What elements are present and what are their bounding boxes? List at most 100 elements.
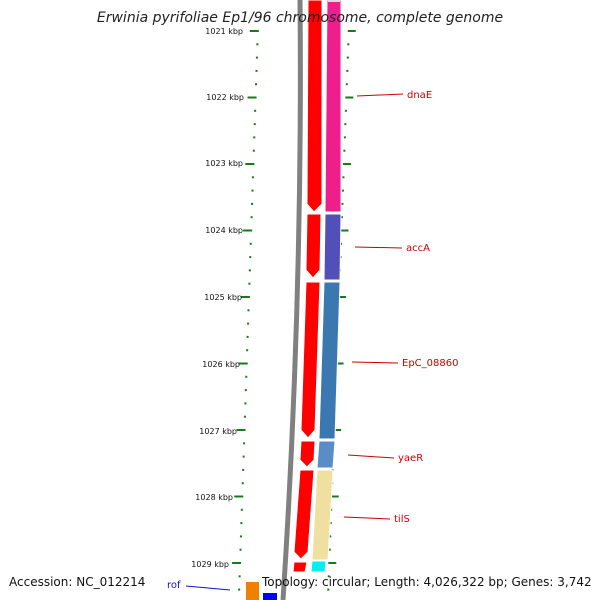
gene-label-yaeR: yaeR bbox=[398, 453, 423, 464]
outer-major-tick bbox=[333, 429, 342, 431]
kbp-label: 1025 kbp bbox=[204, 293, 242, 302]
inner-minor-tick bbox=[238, 575, 241, 578]
inner-major-tick bbox=[232, 562, 242, 564]
leader-line-rof bbox=[185, 585, 231, 591]
inner-major-tick bbox=[236, 429, 246, 431]
cds-arrow-tilS bbox=[293, 469, 315, 560]
inner-minor-tick bbox=[244, 389, 247, 392]
cog-block-purple bbox=[323, 213, 342, 281]
inner-minor-tick bbox=[238, 588, 241, 591]
cog-block-steelblue bbox=[318, 281, 341, 440]
inner-minor-tick bbox=[249, 256, 252, 259]
outer-minor-tick bbox=[328, 548, 331, 551]
inner-major-tick bbox=[245, 163, 255, 165]
cds-arrow-dnaE bbox=[306, 0, 323, 213]
inner-minor-tick bbox=[246, 349, 249, 352]
inner-minor-tick bbox=[240, 522, 243, 525]
accession-text: Accession: NC_012214 bbox=[9, 575, 146, 589]
outer-minor-tick bbox=[341, 189, 344, 192]
gene-labels: dnaE accA EpC_08860 yaeR tilS rof bbox=[167, 90, 458, 591]
gene-label-dnaE: dnaE bbox=[407, 90, 432, 101]
inner-minor-tick bbox=[241, 482, 244, 485]
cds-arrow-accA bbox=[305, 213, 322, 279]
cog-block-lightblue bbox=[316, 440, 336, 469]
outer-minor-tick bbox=[347, 43, 350, 46]
inner-minor-tick bbox=[255, 69, 258, 72]
outer-minor-tick bbox=[343, 136, 346, 139]
outer-minor-tick bbox=[346, 56, 349, 59]
inner-major-tick bbox=[238, 362, 248, 365]
outer-minor-tick bbox=[329, 522, 332, 525]
outer-major-tick bbox=[347, 30, 356, 32]
inner-minor-tick bbox=[251, 176, 254, 179]
outer-minor-tick bbox=[327, 575, 330, 578]
inner-minor-tick bbox=[251, 202, 254, 205]
outer-minor-tick bbox=[344, 123, 347, 126]
feature-orange bbox=[246, 582, 259, 600]
kbp-label: 1023 kbp bbox=[205, 159, 243, 168]
cog-block-magenta bbox=[324, 0, 342, 213]
outer-major-tick bbox=[340, 229, 349, 232]
gene-label-EpC_08860: EpC_08860 bbox=[402, 358, 458, 369]
leader-line-tilS bbox=[343, 516, 391, 520]
kbp-labels: 1021 kbp 1022 kbp 1023 kbp 1024 kbp 1025… bbox=[191, 27, 244, 569]
outer-major-tick bbox=[342, 163, 351, 165]
inner-minor-tick bbox=[239, 535, 242, 538]
map-title: Erwinia pyrifoliae Ep1/96 chromosome, co… bbox=[96, 10, 504, 26]
inner-tick-track bbox=[232, 30, 259, 591]
inner-minor-tick bbox=[242, 455, 245, 458]
outer-major-tick bbox=[328, 562, 337, 564]
leader-line-dnaE bbox=[356, 93, 404, 97]
inner-minor-tick bbox=[240, 508, 243, 511]
outer-minor-tick bbox=[327, 588, 330, 591]
outer-minor-tick bbox=[340, 216, 343, 219]
inner-minor-tick bbox=[249, 242, 252, 245]
inner-minor-tick bbox=[243, 442, 246, 445]
kbp-label: 1028 kbp bbox=[195, 493, 233, 502]
kbp-label: 1026 kbp bbox=[202, 360, 240, 369]
outer-major-tick bbox=[345, 96, 354, 99]
leader-line-yaeR bbox=[347, 454, 395, 459]
outer-major-tick bbox=[338, 296, 347, 298]
inner-minor-tick bbox=[244, 402, 247, 405]
outer-minor-tick bbox=[343, 149, 346, 152]
inner-minor-tick bbox=[248, 269, 251, 272]
inner-minor-tick bbox=[250, 216, 253, 219]
inner-minor-tick bbox=[243, 415, 246, 418]
gene-label-accA: accA bbox=[406, 243, 430, 254]
inner-major-tick bbox=[247, 96, 257, 99]
inner-minor-tick bbox=[245, 375, 248, 378]
outer-major-tick bbox=[335, 362, 344, 365]
cds-arrow-EpC_08860 bbox=[300, 281, 321, 439]
outer-minor-tick bbox=[344, 109, 347, 112]
inner-minor-tick bbox=[248, 282, 251, 285]
inner-minor-tick bbox=[251, 189, 254, 192]
kbp-label: 1027 kbp bbox=[199, 427, 237, 436]
outer-major-tick bbox=[330, 495, 339, 498]
inner-minor-tick bbox=[246, 335, 249, 338]
outer-minor-tick bbox=[329, 535, 332, 538]
feature-blue bbox=[263, 593, 277, 600]
cog-ring bbox=[310, 0, 342, 573]
kbp-label: 1021 kbp bbox=[205, 27, 243, 36]
inner-minor-tick bbox=[255, 83, 258, 86]
cds-arrow-yaeR bbox=[299, 440, 316, 468]
topology-text: Topology: circular; Length: 4,026,322 bp… bbox=[262, 575, 592, 589]
inner-minor-tick bbox=[254, 109, 257, 112]
outer-minor-tick bbox=[346, 69, 349, 72]
inner-minor-tick bbox=[253, 136, 256, 139]
inner-minor-tick bbox=[242, 468, 245, 471]
leader-line-accA bbox=[354, 246, 403, 249]
cog-block-cyan bbox=[310, 560, 327, 573]
gene-label-tilS: tilS bbox=[394, 514, 410, 525]
kbp-label: 1024 kbp bbox=[205, 226, 243, 235]
inner-major-tick bbox=[249, 30, 259, 32]
cog-block-gray-top bbox=[328, 0, 340, 2]
cds-ring bbox=[292, 0, 323, 573]
leader-line-EpC_08860 bbox=[351, 361, 399, 364]
inner-minor-tick bbox=[255, 56, 258, 59]
inner-minor-tick bbox=[247, 322, 250, 325]
outer-minor-tick bbox=[342, 176, 345, 179]
cds-arrow-bottom bbox=[292, 561, 308, 573]
